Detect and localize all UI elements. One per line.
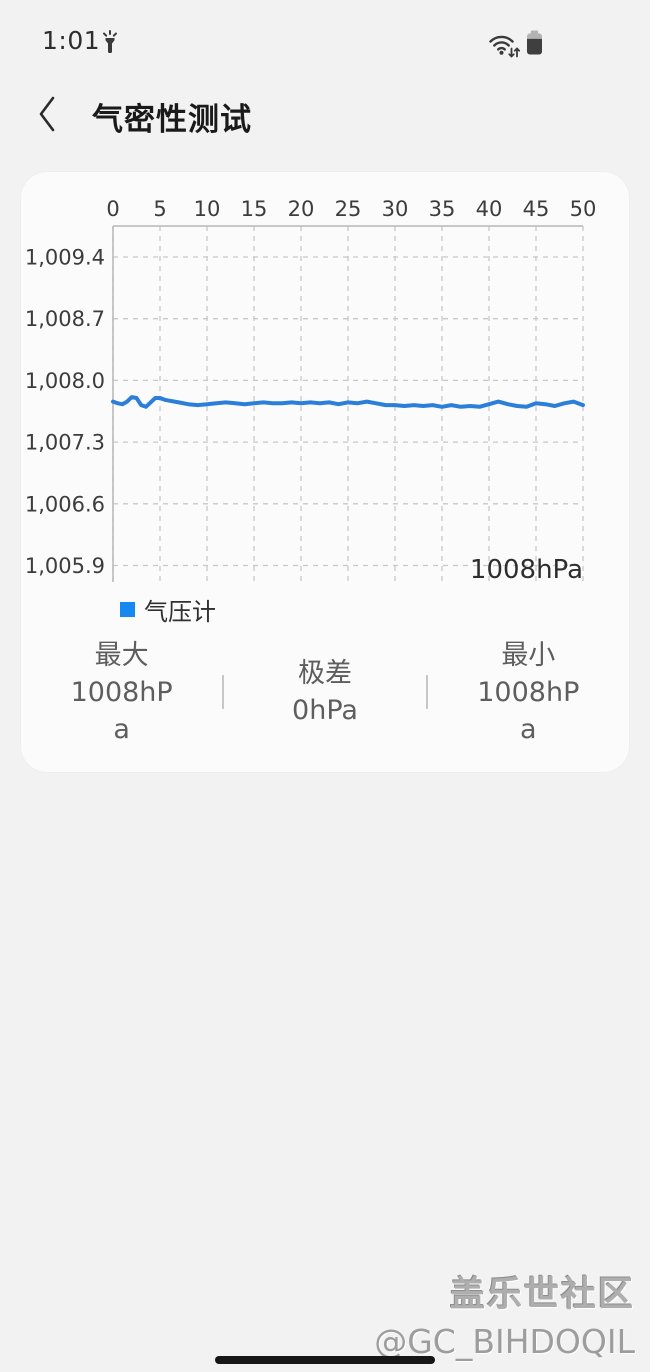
svg-text:1,008.0: 1,008.0 (25, 369, 105, 393)
current-pressure-label: 1008hPa (469, 555, 583, 585)
svg-text:5: 5 (153, 197, 166, 221)
svg-text:0: 0 (106, 197, 119, 221)
stat-range-value: 0hPa (292, 695, 358, 726)
app-header: 气密性测试 (0, 92, 650, 140)
legend-label: 气压计 (144, 598, 216, 626)
stat-max-label: 最大 (94, 639, 149, 671)
svg-text:15: 15 (241, 197, 268, 221)
svg-text:1,005.9: 1,005.9 (25, 554, 105, 578)
stat-min-value: 1008hPa (477, 676, 580, 745)
clock-time: 1:01 (42, 26, 101, 55)
barometer-line-chart: 0 5 10 15 20 25 30 35 40 45 50 1,009.4 1,008.7 1,008.… (25, 197, 597, 582)
community-watermark: 盖乐世社区 @GC_BIHDOQIL (374, 1266, 635, 1361)
flashlight-icon (101, 30, 119, 58)
status-bar: 1:01 (0, 24, 650, 60)
chevron-left-icon (37, 96, 57, 135)
stat-max: 最大 1008hPa (21, 634, 222, 750)
home-gesture-bar[interactable] (215, 1356, 435, 1364)
chart-legend: 气压计 (120, 592, 216, 627)
svg-text:50: 50 (570, 197, 597, 221)
divider (222, 675, 225, 709)
stat-range-label: 极差 (297, 658, 352, 689)
svg-text:20: 20 (288, 197, 315, 221)
back-button[interactable] (30, 94, 64, 136)
stat-max-value: 1008hPa (70, 676, 173, 745)
svg-text:1,008.7: 1,008.7 (25, 307, 105, 331)
legend-swatch-icon (120, 602, 135, 617)
svg-text:40: 40 (476, 197, 503, 221)
divider (425, 675, 428, 709)
watermark-community-name: 盖乐世社区 (449, 1275, 635, 1315)
wifi-icon (488, 31, 521, 63)
svg-text:1,006.6: 1,006.6 (25, 492, 105, 516)
svg-text:25: 25 (335, 197, 362, 221)
pressure-chart-card: 0 5 10 15 20 25 30 35 40 45 50 1,009.4 1,008.7 1,008.… (21, 172, 629, 772)
svg-text:35: 35 (429, 197, 456, 221)
svg-text:10: 10 (194, 197, 221, 221)
svg-text:45: 45 (523, 197, 550, 221)
stat-range: 极差 0hPa (224, 634, 425, 750)
watermark-user-handle: @GC_BIHDOQIL (374, 1322, 635, 1361)
svg-text:1,009.4: 1,009.4 (25, 246, 105, 270)
battery-icon (526, 30, 543, 59)
svg-text:1,007.3: 1,007.3 (25, 431, 105, 455)
stat-min-label: 最小 (501, 639, 556, 671)
page-title: 气密性测试 (92, 102, 252, 138)
svg-text:30: 30 (382, 197, 409, 221)
stats-row: 最大 1008hPa 极差 0hPa 最小 1008hPa (21, 634, 629, 750)
stat-min: 最小 1008hPa (428, 634, 629, 750)
